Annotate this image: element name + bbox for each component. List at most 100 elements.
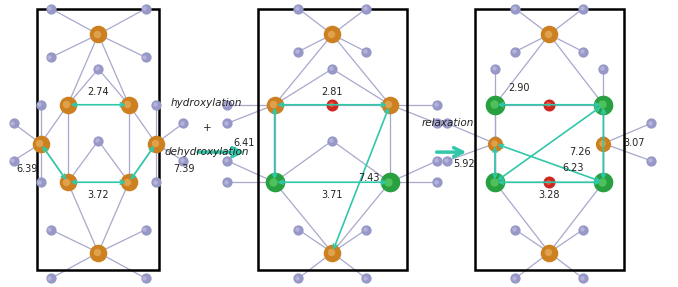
Point	[542, 32, 553, 36]
Point	[508, 49, 519, 53]
Point	[508, 6, 519, 10]
Point	[361, 227, 372, 232]
Bar	[37, 9, 159, 270]
Point	[151, 180, 161, 185]
Point	[44, 276, 55, 280]
Point	[45, 55, 56, 60]
Point	[432, 121, 443, 126]
Text: 6.39: 6.39	[16, 164, 37, 174]
Text: 2.90: 2.90	[508, 83, 530, 92]
Text: 3.71: 3.71	[321, 190, 343, 200]
Point	[488, 179, 499, 184]
Point	[61, 102, 72, 106]
Text: 6.23: 6.23	[563, 163, 584, 173]
Point	[576, 227, 587, 231]
Point	[441, 121, 452, 125]
Point	[140, 276, 151, 281]
Point	[598, 67, 609, 71]
Point	[488, 102, 499, 106]
Point	[544, 250, 555, 255]
Point	[35, 102, 46, 107]
Point	[488, 66, 499, 71]
Point	[645, 121, 656, 126]
Point	[222, 102, 233, 107]
Point	[292, 49, 302, 53]
Point	[325, 102, 336, 106]
Point	[7, 121, 18, 125]
Point	[383, 179, 394, 184]
Point	[122, 102, 133, 106]
Text: 7.26: 7.26	[570, 147, 591, 157]
Point	[220, 179, 231, 184]
Point	[35, 141, 46, 146]
Point	[361, 276, 372, 281]
Point	[123, 102, 134, 107]
Point	[490, 67, 500, 71]
Point	[268, 179, 279, 184]
Point	[384, 102, 395, 107]
Point	[597, 66, 607, 71]
Point	[92, 138, 102, 142]
Point	[327, 32, 338, 37]
Text: 3.72: 3.72	[87, 190, 109, 200]
Point	[510, 49, 521, 54]
Point	[178, 158, 188, 163]
Point	[384, 180, 395, 185]
Point	[61, 179, 72, 184]
Point	[432, 158, 443, 163]
Text: 3.28: 3.28	[538, 190, 560, 200]
Point	[578, 6, 589, 11]
Text: +: +	[203, 123, 211, 133]
Bar	[258, 9, 407, 270]
Point	[576, 276, 587, 280]
Point	[327, 102, 338, 107]
Point	[431, 179, 441, 184]
Point	[151, 141, 161, 146]
Point	[8, 158, 19, 163]
Point	[490, 102, 500, 107]
Point	[442, 158, 453, 163]
Point	[149, 179, 160, 184]
Point	[359, 6, 370, 10]
Point	[325, 32, 336, 36]
Point	[220, 102, 231, 106]
Point	[292, 227, 302, 231]
Point	[45, 6, 56, 11]
Point	[151, 102, 161, 107]
Point	[140, 6, 151, 11]
Point	[62, 180, 73, 185]
Point	[598, 141, 609, 146]
Point	[359, 227, 370, 231]
Point	[268, 102, 279, 106]
Point	[139, 276, 150, 280]
Point	[139, 227, 150, 231]
Point	[269, 180, 280, 185]
Text: 2.74: 2.74	[87, 87, 109, 97]
Point	[361, 6, 372, 11]
Point	[220, 158, 231, 162]
Point	[597, 179, 607, 184]
Point	[178, 121, 188, 126]
Point	[8, 121, 19, 126]
Point	[542, 102, 553, 106]
Point	[62, 102, 73, 107]
Point	[176, 158, 187, 162]
Point	[598, 138, 609, 143]
Text: 3.07: 3.07	[624, 139, 645, 148]
Point	[544, 32, 555, 37]
Point	[576, 6, 587, 10]
Point	[431, 102, 441, 106]
Point	[269, 102, 280, 107]
Text: 6.41: 6.41	[233, 139, 254, 148]
Point	[140, 227, 151, 232]
Point	[45, 227, 56, 232]
Point	[44, 6, 55, 10]
Point	[431, 121, 441, 125]
Point	[35, 180, 46, 185]
Point	[359, 49, 370, 53]
Point	[645, 158, 656, 163]
Point	[510, 276, 521, 281]
Point	[432, 102, 443, 107]
Text: hydroxylation: hydroxylation	[171, 98, 243, 108]
Point	[93, 138, 104, 143]
